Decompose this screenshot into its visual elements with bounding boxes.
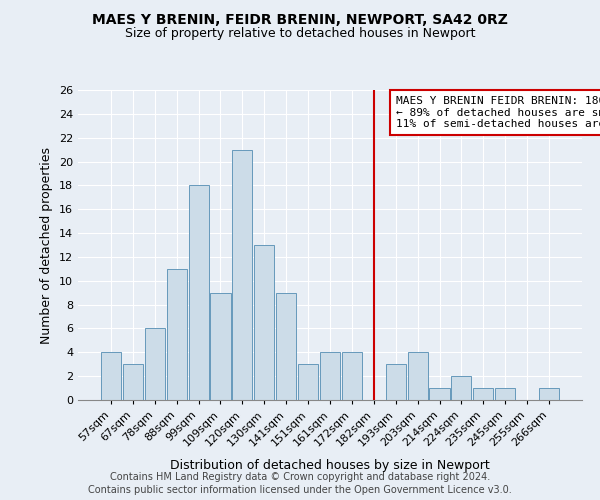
Bar <box>342 352 362 400</box>
Text: Size of property relative to detached houses in Newport: Size of property relative to detached ho… <box>125 28 475 40</box>
Bar <box>276 292 296 400</box>
Text: MAES Y BRENIN FEIDR BRENIN: 180sqm
← 89% of detached houses are smaller (104)
11: MAES Y BRENIN FEIDR BRENIN: 180sqm ← 89%… <box>396 96 600 129</box>
Bar <box>211 292 230 400</box>
Y-axis label: Number of detached properties: Number of detached properties <box>40 146 53 344</box>
Bar <box>407 352 428 400</box>
X-axis label: Distribution of detached houses by size in Newport: Distribution of detached houses by size … <box>170 459 490 472</box>
Bar <box>232 150 253 400</box>
Bar <box>145 328 165 400</box>
Bar <box>320 352 340 400</box>
Bar <box>539 388 559 400</box>
Bar <box>473 388 493 400</box>
Text: Contains HM Land Registry data © Crown copyright and database right 2024.: Contains HM Land Registry data © Crown c… <box>110 472 490 482</box>
Bar <box>123 364 143 400</box>
Text: MAES Y BRENIN, FEIDR BRENIN, NEWPORT, SA42 0RZ: MAES Y BRENIN, FEIDR BRENIN, NEWPORT, SA… <box>92 12 508 26</box>
Bar <box>430 388 449 400</box>
Bar <box>254 245 274 400</box>
Bar <box>386 364 406 400</box>
Bar <box>101 352 121 400</box>
Text: Contains public sector information licensed under the Open Government Licence v3: Contains public sector information licen… <box>88 485 512 495</box>
Bar <box>298 364 318 400</box>
Bar <box>167 269 187 400</box>
Bar <box>451 376 472 400</box>
Bar <box>188 186 209 400</box>
Bar <box>495 388 515 400</box>
